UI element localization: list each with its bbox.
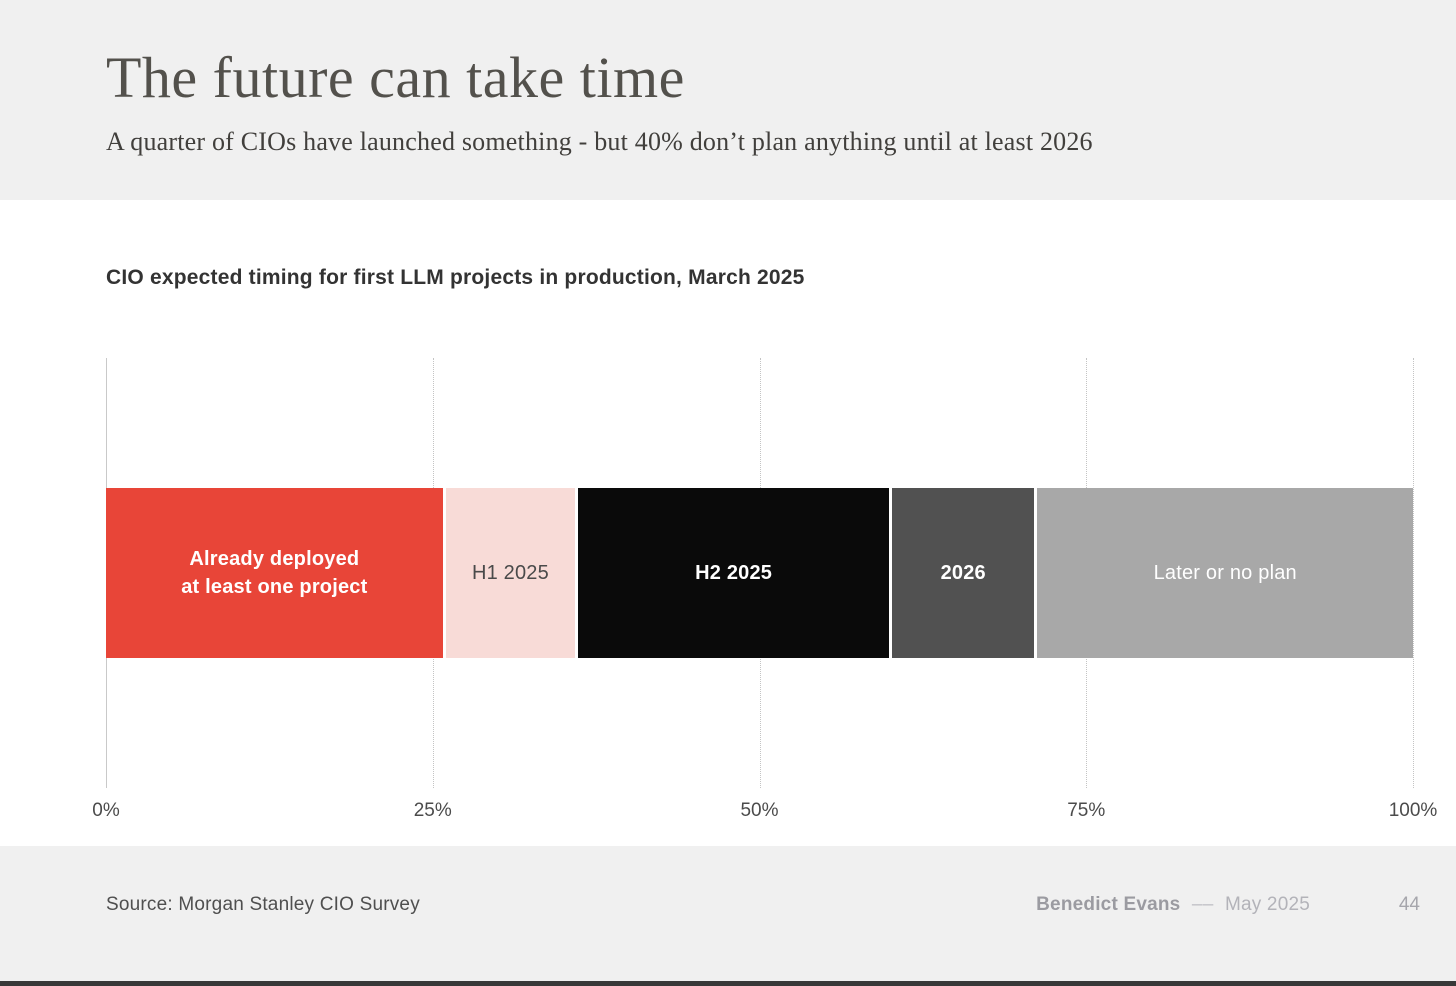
bar-segment-h2-2025: H2 2025 <box>578 488 889 658</box>
bar-segment-label: H2 2025 <box>695 562 773 584</box>
bar-segment-label: 2026 <box>940 562 986 584</box>
footer-band: Source: Morgan Stanley CIO Survey Benedi… <box>0 846 1456 981</box>
bar-segment-label: H1 2025 <box>471 562 549 584</box>
header-band: The future can take time A quarter of CI… <box>0 0 1456 200</box>
stacked-bar: Already deployed at least one project H1 2… <box>106 488 1413 658</box>
bar-segment-label: Already deployed <box>189 548 360 570</box>
author-name: Benedict Evans <box>1036 894 1181 915</box>
credit-separator: –– <box>1191 894 1214 915</box>
x-tick-75: 75% <box>1067 800 1106 821</box>
bar-segment-h1-2025: H1 2025 <box>445 488 576 658</box>
credit-date: May 2025 <box>1224 894 1310 915</box>
page-number: 44 <box>1398 894 1420 915</box>
bar-segment-label: at least one project <box>181 576 368 598</box>
chart-title: CIO expected timing for first LLM projec… <box>106 266 805 289</box>
bar-segment-later-or-no-plan: Later or no plan <box>1037 488 1413 658</box>
slide-subtitle: A quarter of CIOs have launched somethin… <box>106 127 1093 156</box>
x-tick-100: 100% <box>1388 800 1438 821</box>
x-axis-tick-labels: 0% 25% 50% 75% 100% <box>92 800 1437 830</box>
bottom-strip <box>0 981 1456 986</box>
chart-plot-area: Already deployed at least one project H1 2… <box>92 358 1437 821</box>
source-note: Source: Morgan Stanley CIO Survey <box>106 894 420 915</box>
author-credit: Benedict Evans –– May 2025 <box>1036 894 1310 916</box>
gridline-100 <box>1413 358 1414 788</box>
x-tick-50: 50% <box>740 800 779 821</box>
x-tick-0: 0% <box>92 800 120 821</box>
bar-segment-label: Later or no plan <box>1153 562 1297 584</box>
bar-segment-2026: 2026 <box>892 488 1035 658</box>
slide-title: The future can take time <box>106 45 685 110</box>
bar-segment-already-deployed: Already deployed at least one project <box>106 488 443 658</box>
x-tick-25: 25% <box>413 800 452 821</box>
